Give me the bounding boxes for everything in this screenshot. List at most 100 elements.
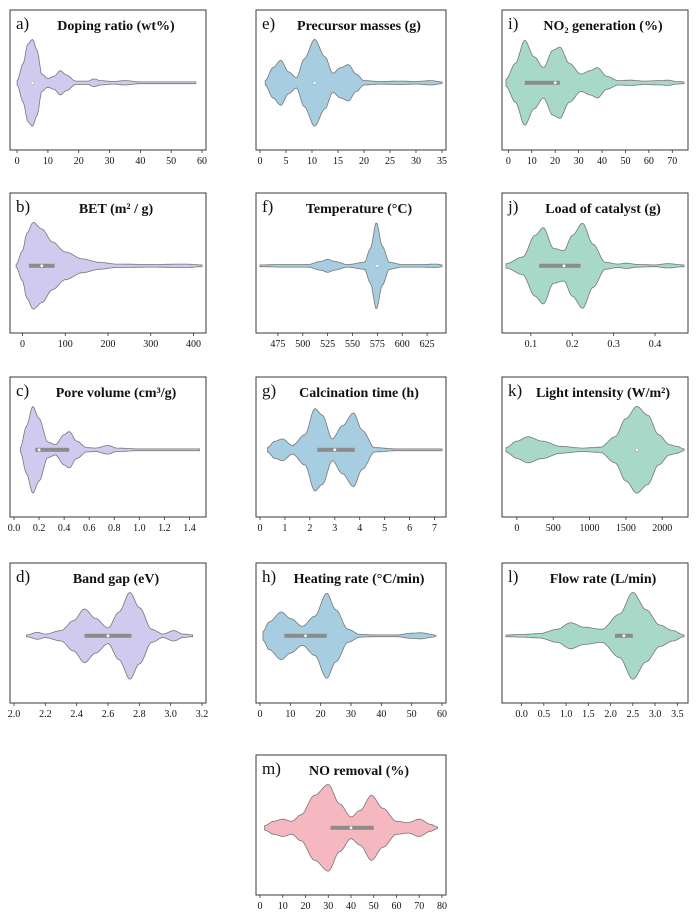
panel-b: b) BET (m² / g) 0 100 200 300 400: [9, 192, 207, 350]
median-dot: [562, 263, 566, 268]
panel-frame: [501, 192, 689, 334]
panel-frame: [255, 9, 447, 151]
x-tick-label: 40: [135, 156, 145, 167]
panel-title: Calcination time (h): [299, 386, 419, 401]
x-tick-label: 2.2: [39, 709, 52, 720]
x-tick-label: 80: [437, 901, 447, 912]
x-tick-label: 35: [437, 156, 447, 167]
panel-title: Light intensity (W/m²): [536, 386, 670, 401]
panel-a: a) Doping ratio (wt%) 0 10 20 30 40 50 60: [9, 9, 207, 167]
panel-label: b): [16, 197, 30, 216]
x-tick-label: 10: [43, 156, 53, 167]
x-tick-label: 0: [514, 523, 519, 534]
panel-title: BET (m² / g): [79, 202, 154, 217]
x-tick-label: 40: [346, 901, 356, 912]
x-tick-label: 1: [282, 523, 287, 534]
x-tick-label: 10: [307, 156, 317, 167]
x-tick-label: 2.4: [70, 709, 83, 720]
x-tick-label: 40: [376, 709, 386, 720]
panel-i: i) NO₂ generation (%) 0 10 20 30 40 50 60 70: [501, 9, 689, 167]
x-tick-label: 1.0: [560, 709, 573, 720]
x-tick-label: 0.1: [525, 339, 538, 350]
x-tick-label: 10: [278, 901, 288, 912]
panel-frame: [255, 192, 447, 334]
iqr-bar: [539, 263, 581, 268]
x-tick-label: 1.5: [582, 709, 595, 720]
panel-frame: [501, 376, 689, 518]
panel-title: Pore volume (cm³/g): [56, 386, 177, 401]
x-tick-label: 0: [15, 156, 20, 167]
panel-label: k): [508, 381, 522, 400]
panel-title: Heating rate (°C/min): [294, 572, 425, 587]
median-dot: [634, 447, 639, 452]
median-dot: [349, 825, 353, 830]
panel-title: NO₂ generation (%): [543, 19, 663, 34]
x-tick-label: 400: [186, 339, 201, 350]
panel-label: j): [507, 197, 518, 216]
x-tick-label: 0.6: [83, 523, 96, 534]
x-tick-label: 2: [307, 523, 312, 534]
panel-g: g) Calcination time (h) 0 1 2 3 4 5 6 7: [255, 376, 447, 534]
panel-c: c) Pore volume (cm³/g) 0.0 0.2 0.4 0.6 0.8 1.0 1…: [8, 376, 207, 534]
panel-frame: [9, 9, 207, 151]
panel-title: NO removal (%): [309, 764, 409, 779]
violin-l: [505, 591, 685, 680]
x-tick-label: 3.5: [671, 709, 684, 720]
x-tick-label: 1500: [616, 523, 636, 534]
panel-frame: [501, 562, 689, 704]
x-tick-label: 6: [407, 523, 412, 534]
x-tick-label: 30: [105, 156, 115, 167]
x-tick-label: 0.0: [515, 709, 528, 720]
x-tick-label: 0: [506, 156, 511, 167]
violin-e: [264, 38, 443, 127]
panel-title: Doping ratio (wt%): [57, 19, 175, 34]
x-tick-label: 30: [323, 901, 333, 912]
panel-label: c): [16, 381, 29, 400]
x-tick-label: 60: [392, 901, 402, 912]
violin-h: [262, 592, 437, 679]
x-tick-label: 20: [359, 156, 369, 167]
panel-label: l): [508, 567, 518, 586]
x-tick-label: 60: [644, 156, 654, 167]
x-tick-label: 20: [550, 156, 560, 167]
x-tick-label: 2.8: [133, 709, 146, 720]
panel-e: e) Precursor masses (g) 0 5 10 15 20 25 30 35: [255, 9, 447, 167]
x-tick-label: 550: [345, 339, 360, 350]
x-tick-label: 2.6: [102, 709, 115, 720]
panel-label: a): [16, 14, 29, 33]
violin-i: [505, 39, 685, 126]
x-tick-label: 40: [597, 156, 607, 167]
x-tick-label: 0: [258, 523, 263, 534]
x-tick-label: 70: [667, 156, 677, 167]
median-dot: [375, 263, 380, 268]
median-dot: [37, 447, 41, 452]
x-tick-label: 1.4: [183, 523, 196, 534]
x-tick-label: 600: [395, 339, 410, 350]
iqr-bar: [35, 447, 70, 452]
x-tick-label: 200: [101, 339, 116, 350]
panel-h: h) Heating rate (°C/min) 0 10 20 30 40 50 60: [255, 562, 447, 720]
x-tick-label: 20: [74, 156, 84, 167]
panel-label: g): [262, 381, 276, 400]
panel-k: k) Light intensity (W/m²) 0 500 1000 1500 2000: [501, 376, 689, 534]
x-tick-label: 50: [369, 901, 379, 912]
panel-title: Temperature (°C): [306, 202, 413, 217]
panel-title: Precursor masses (g): [297, 19, 421, 34]
x-tick-label: 500: [295, 339, 310, 350]
panel-label: d): [16, 567, 30, 586]
panel-frame: [255, 376, 447, 518]
iqr-bar: [524, 80, 560, 85]
panel-j: j) Load of catalyst (g) 0.1 0.2 0.3 0.4: [501, 192, 689, 350]
x-tick-label: 1000: [580, 523, 600, 534]
x-tick-label: 0: [20, 339, 25, 350]
x-tick-label: 2000: [652, 523, 672, 534]
x-tick-label: 5: [284, 156, 289, 167]
violin-c: [19, 405, 200, 494]
x-tick-label: 1.2: [158, 523, 171, 534]
panel-title: Load of catalyst (g): [545, 202, 661, 217]
panel-f: f) Temperature (°C) 475 500 525 550 575 600 625: [255, 192, 447, 350]
x-tick-label: 50: [620, 156, 630, 167]
median-dot: [312, 80, 317, 85]
x-tick-label: 3.0: [649, 709, 662, 720]
